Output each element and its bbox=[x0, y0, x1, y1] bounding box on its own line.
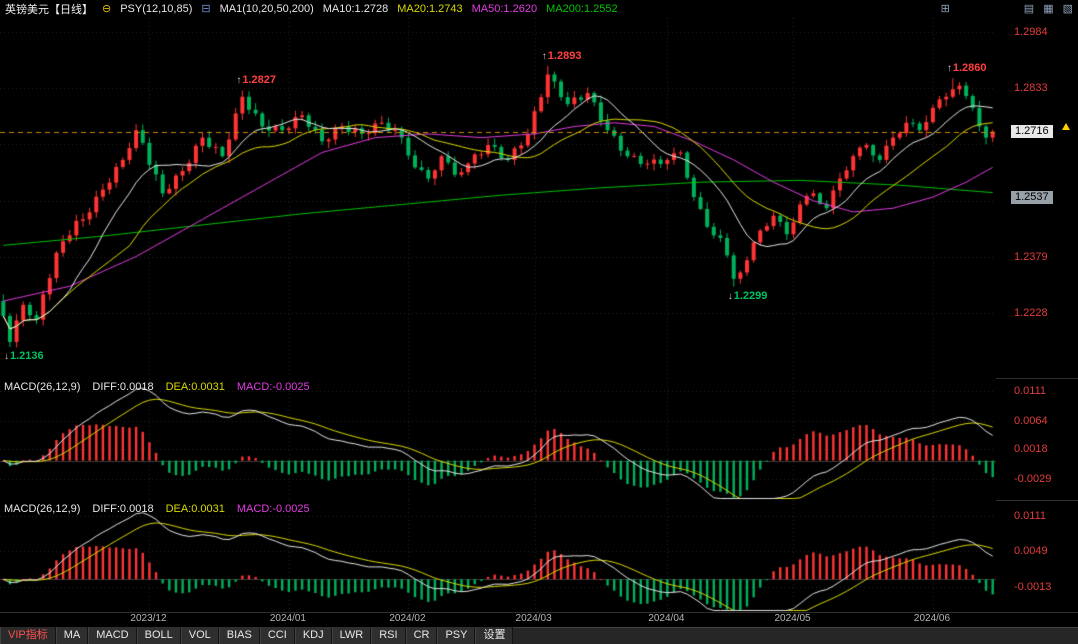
price-chart-canvas[interactable] bbox=[0, 18, 996, 378]
macd-pane-1: MACD(26,12,9) DIFF:0.0018 DEA:0.0031 MAC… bbox=[0, 378, 1078, 500]
toolbar-button-vol[interactable]: VOL bbox=[180, 627, 219, 644]
date-label: 2024/05 bbox=[774, 613, 811, 624]
ma20-value: MA20:1.2743 bbox=[397, 3, 463, 15]
macd1-header: MACD(26,12,9) DIFF:0.0018 DEA:0.0031 MAC… bbox=[4, 381, 310, 393]
price-pane: 1.29841.28331.25301.23791.22281.25371.27… bbox=[0, 18, 1078, 378]
toolbar-button-bias[interactable]: BIAS bbox=[218, 627, 260, 644]
price-level-badge: 1.2537 bbox=[1011, 191, 1053, 205]
macd2-dea-value: DEA:0.0031 bbox=[165, 503, 225, 515]
annotation-text: 1.2827 bbox=[242, 74, 277, 87]
annotation-text: 1.2860 bbox=[952, 62, 987, 75]
price-axis-label: 1.2379 bbox=[1014, 250, 1048, 263]
toolbar-button-kdj[interactable]: KDJ bbox=[294, 627, 332, 644]
price-annotation: ↑1.2893 bbox=[542, 50, 582, 62]
annotation-arrow-icon: ↓ bbox=[3, 351, 9, 363]
annotation-text: 1.2136 bbox=[9, 350, 44, 363]
macd-axis-label: 0.0049 bbox=[1014, 545, 1048, 558]
annotation-arrow-icon: ↓ bbox=[727, 290, 733, 302]
price-axis-label: 1.2984 bbox=[1014, 26, 1048, 39]
date-label: 2024/04 bbox=[648, 613, 685, 624]
chart-header: 英镑美元【日线】 ⊖ PSY(12,10,85) ⊟ MA1(10,20,50,… bbox=[0, 0, 1078, 18]
ma50-value: MA50:1.2620 bbox=[471, 3, 538, 15]
macd-axis-label: 0.0018 bbox=[1014, 443, 1048, 456]
indicator-icon[interactable]: ⊟ bbox=[201, 3, 211, 15]
date-label: 2023/12 bbox=[130, 613, 167, 624]
annotation-arrow-icon: ↑ bbox=[946, 63, 952, 75]
price-annotation: ↓1.2299 bbox=[728, 290, 768, 302]
macd-axis-label: 0.0111 bbox=[1014, 509, 1047, 522]
annotation-arrow-icon: ↑ bbox=[541, 50, 547, 62]
toolbar-button-macd[interactable]: MACD bbox=[88, 627, 137, 644]
toolbar-button-psy[interactable]: PSY bbox=[437, 627, 476, 644]
macd-canvas-1[interactable] bbox=[0, 378, 996, 500]
price-annotation: ↑1.2860 bbox=[947, 62, 987, 74]
macd-axis-label: 0.0111 bbox=[1014, 385, 1047, 398]
grid-layout-icon[interactable]: ⊞ bbox=[940, 3, 950, 15]
toolbar-button-rsi[interactable]: RSI bbox=[371, 627, 406, 644]
toolbar-button-cr[interactable]: CR bbox=[405, 627, 438, 644]
toolbar-button-cci[interactable]: CCI bbox=[259, 627, 295, 644]
ma10-value: MA10:1.2728 bbox=[322, 3, 389, 15]
date-label: 2024/01 bbox=[269, 613, 306, 624]
macd2-macd-value: MACD:-0.0025 bbox=[236, 503, 310, 515]
collapse-icon[interactable]: ⊖ bbox=[102, 3, 112, 15]
date-label: 2024/06 bbox=[913, 613, 951, 624]
symbol-title: 英镑美元【日线】 bbox=[5, 4, 93, 16]
toolbar-button-settings[interactable]: 设置 bbox=[475, 627, 514, 644]
price-direction-arrow-icon bbox=[1062, 122, 1070, 130]
annotation-text: 1.2299 bbox=[733, 289, 768, 302]
toolbar-button-boll[interactable]: BOLL bbox=[136, 627, 181, 644]
indicator-toolbar: VIP指标 MA MACD BOLL VOL BIAS CCI KDJ LWR RSI CR PSY 设… bbox=[0, 627, 1078, 644]
current-price-badge: 1.2716 bbox=[1011, 124, 1053, 138]
macd-canvas-2[interactable] bbox=[0, 500, 996, 612]
macd1-title[interactable]: MACD(26,12,9) bbox=[4, 381, 81, 393]
macd-axis-label: 0.0064 bbox=[1014, 414, 1048, 427]
macd1-axis: 0.0111 0.0064 0.0018 -0.0029 bbox=[996, 378, 1078, 500]
macd-axis-label: -0.0029 bbox=[1014, 472, 1052, 485]
macd1-macd-value: MACD:-0.0025 bbox=[236, 381, 310, 393]
price-axis: 1.29841.28331.25301.23791.22281.25371.27… bbox=[996, 18, 1078, 378]
layout-grid-icon[interactable]: ▦ bbox=[1043, 3, 1054, 15]
annotation-arrow-icon: ↑ bbox=[236, 75, 242, 87]
macd2-title[interactable]: MACD(26,12,9) bbox=[4, 503, 81, 515]
ma200-value: MA200:1.2552 bbox=[546, 3, 618, 15]
ma-group-label[interactable]: MA1(10,20,50,200) bbox=[219, 3, 314, 15]
macd1-diff-value: DIFF:0.0018 bbox=[92, 381, 154, 393]
toolbar-button-vip[interactable]: VIP指标 bbox=[0, 627, 56, 644]
psy-indicator-label[interactable]: PSY(12,10,85) bbox=[120, 3, 193, 15]
annotation-text: 1.2893 bbox=[547, 49, 582, 62]
layout-mixed-icon[interactable]: ▧ bbox=[1062, 3, 1073, 15]
price-annotation: ↓1.2136 bbox=[4, 350, 44, 362]
date-label: 2024/03 bbox=[515, 613, 552, 624]
price-axis-label: 1.2833 bbox=[1014, 82, 1048, 95]
macd2-axis: 0.0111 0.0049 -0.0013 bbox=[996, 500, 1078, 612]
macd2-header: MACD(26,12,9) DIFF:0.0018 DEA:0.0031 MAC… bbox=[4, 503, 310, 515]
macd2-diff-value: DIFF:0.0018 bbox=[92, 503, 154, 515]
price-axis-label: 1.2228 bbox=[1014, 306, 1048, 319]
toolbar-button-ma[interactable]: MA bbox=[55, 627, 89, 644]
macd1-dea-value: DEA:0.0031 bbox=[165, 381, 225, 393]
toolbar-button-lwr[interactable]: LWR bbox=[331, 627, 372, 644]
date-axis: 2023/12 2024/01 2024/02 2024/03 2024/04 2024/… bbox=[0, 612, 1078, 627]
macd-pane-2: MACD(26,12,9) DIFF:0.0018 DEA:0.0031 MAC… bbox=[0, 500, 1078, 612]
date-label: 2024/02 bbox=[389, 613, 426, 624]
macd-axis-label: -0.0013 bbox=[1014, 580, 1052, 593]
layout-rows-icon[interactable]: ▤ bbox=[1023, 3, 1035, 15]
price-annotation: ↑1.2827 bbox=[236, 74, 276, 86]
